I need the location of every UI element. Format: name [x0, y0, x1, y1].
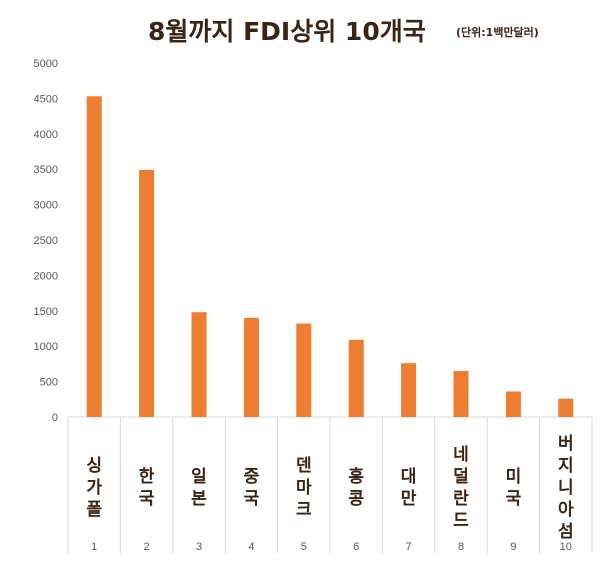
chart-subtitle: (단위:1백만달러)	[456, 26, 539, 39]
bar-3	[191, 312, 207, 417]
category-index: 9	[510, 541, 516, 553]
category-index: 6	[353, 541, 359, 553]
y-tick-label: 4500	[34, 93, 58, 105]
category-index: 1	[91, 541, 97, 553]
bar-7	[401, 363, 417, 417]
category-index: 2	[144, 541, 150, 553]
category-index: 8	[458, 541, 464, 553]
category-index: 7	[406, 541, 412, 553]
y-tick-label: 1500	[34, 306, 58, 318]
chart-title: 8월까지 FDI상위 10개국	[148, 17, 426, 46]
y-tick-label: 3000	[34, 200, 58, 212]
bar-9	[505, 391, 521, 417]
category-index: 3	[196, 541, 202, 553]
bar-5	[296, 323, 312, 417]
y-tick-label: 2500	[34, 235, 58, 247]
chart-title-area: 8월까지 FDI상위 10개국 (단위:1백만달러)	[0, 10, 600, 50]
bar-10	[558, 398, 574, 417]
y-tick-label: 4000	[34, 129, 58, 141]
y-tick-label: 0	[52, 412, 58, 424]
bar-2	[139, 169, 155, 417]
y-tick-label: 5000	[34, 58, 58, 70]
category-index: 5	[301, 541, 307, 553]
bar-1	[86, 96, 102, 417]
y-tick-label: 3500	[34, 164, 58, 176]
bar-4	[243, 317, 259, 417]
category-index: 10	[560, 541, 572, 553]
y-tick-label: 2000	[34, 270, 58, 282]
y-tick-label: 500	[40, 377, 58, 389]
bar-8	[453, 370, 469, 417]
bar-6	[348, 339, 364, 417]
category-index: 4	[248, 541, 254, 553]
y-tick-label: 1000	[34, 341, 58, 353]
